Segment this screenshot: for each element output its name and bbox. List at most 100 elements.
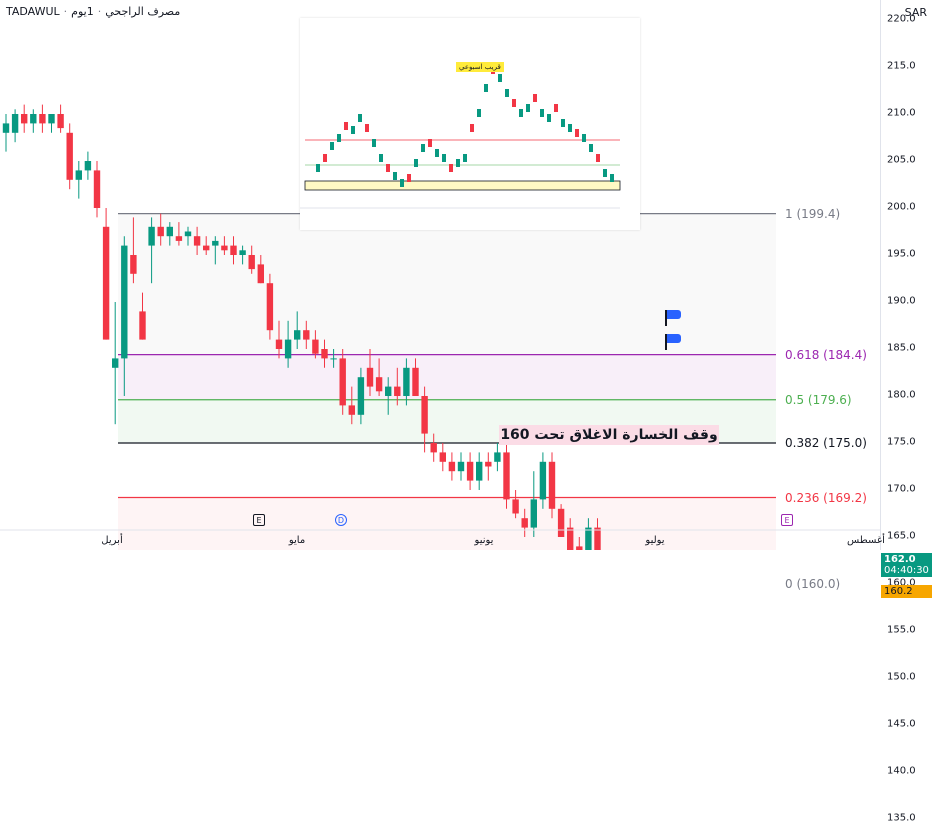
inset-candle xyxy=(470,124,474,132)
candle-body xyxy=(157,226,164,237)
y-tick-label: 190.0 xyxy=(887,295,916,307)
candle-body xyxy=(521,518,528,528)
candle-body xyxy=(39,114,46,124)
candle-body xyxy=(557,508,565,537)
earnings-icon[interactable]: E xyxy=(253,514,265,526)
inset-candle xyxy=(351,126,355,134)
candle-body xyxy=(2,123,10,133)
stop-loss-note: وقف الخسارة الاغلاق تحت 160 xyxy=(499,425,719,445)
y-tick-label: 185.0 xyxy=(887,342,916,354)
inset-candle xyxy=(610,174,614,182)
candle-body xyxy=(430,443,437,453)
currency-label: SAR xyxy=(904,6,927,19)
y-tick-label: 140.0 xyxy=(887,765,916,777)
candle-body xyxy=(567,527,574,550)
price-axis[interactable]: SAR 235.0230.0225.0220.0215.0210.0205.02… xyxy=(880,0,932,824)
candle-body xyxy=(84,161,92,171)
fib-zone xyxy=(118,443,776,498)
inset-candle xyxy=(568,124,572,132)
candle-body xyxy=(348,405,355,415)
candle-body xyxy=(476,461,483,481)
inset-candle xyxy=(316,164,320,172)
candle-body xyxy=(330,358,337,360)
candle-body xyxy=(75,170,82,180)
current-price-badge: 162.0 04:40:30 xyxy=(881,553,932,578)
flag-icon xyxy=(665,334,667,350)
inset-candle xyxy=(414,159,418,167)
inset-candle xyxy=(435,149,439,157)
y-tick-label: 210.0 xyxy=(887,107,916,119)
candle-body xyxy=(421,396,428,434)
candle-body xyxy=(284,339,292,359)
candle-body xyxy=(48,114,55,124)
inset-candle xyxy=(330,142,334,150)
earnings-icon[interactable]: E xyxy=(781,514,793,526)
fib-zone xyxy=(118,354,776,400)
stop-price-badge: 160.2 xyxy=(881,585,932,599)
fib-zone xyxy=(118,213,776,355)
symbol-label[interactable]: مصرف الراجحي xyxy=(105,5,181,18)
y-tick-label: 135.0 xyxy=(887,812,916,824)
y-tick-label: 200.0 xyxy=(887,201,916,213)
inset-candle xyxy=(484,84,488,92)
inset-candle xyxy=(603,169,607,177)
fib-level-label: 1 (199.4) xyxy=(785,206,841,221)
y-tick-label: 195.0 xyxy=(887,248,916,260)
candle-body xyxy=(321,349,328,359)
price-chart[interactable] xyxy=(0,0,880,550)
candle-body xyxy=(239,250,246,255)
y-tick-label: 145.0 xyxy=(887,718,916,730)
candle-body xyxy=(257,264,264,284)
inset-candle xyxy=(372,139,376,147)
inset-candle xyxy=(477,109,481,117)
inset-candle xyxy=(582,134,586,142)
candle-body xyxy=(494,452,501,462)
candle-body xyxy=(275,339,283,349)
y-tick-label: 170.0 xyxy=(887,483,916,495)
candle-body xyxy=(148,226,155,246)
y-tick-label: 155.0 xyxy=(887,624,916,636)
inset-candle xyxy=(386,164,390,172)
candle-body xyxy=(121,245,128,359)
fib-level-label: 0.236 (169.2) xyxy=(785,490,867,505)
dividend-icon[interactable]: D xyxy=(335,514,347,526)
y-tick-label: 150.0 xyxy=(887,671,916,683)
flag-icon xyxy=(667,310,681,319)
candle-body xyxy=(412,367,419,396)
candle-body xyxy=(503,452,510,500)
inset-candle xyxy=(428,139,432,147)
inset-candle xyxy=(547,114,551,122)
inset-candle xyxy=(463,154,467,162)
inset-candle xyxy=(519,109,523,117)
interval-label[interactable]: 1يوم xyxy=(71,5,94,18)
fib-level-label: 0.618 (184.4) xyxy=(785,347,867,362)
bar-countdown: 04:40:30 xyxy=(884,565,929,577)
candle-body xyxy=(357,377,365,415)
fib-level-label: 0.5 (179.6) xyxy=(785,392,852,407)
chart-header: TADAWUL · مصرف الراجحي·1يوم xyxy=(6,5,181,18)
candle-body xyxy=(30,114,37,124)
candle-body xyxy=(403,367,410,396)
inset-candle xyxy=(526,104,530,112)
candle-body xyxy=(166,226,173,237)
candle-body xyxy=(539,461,547,500)
inset-candle xyxy=(456,159,460,167)
inset-candle xyxy=(379,154,383,162)
inset-candle xyxy=(575,129,579,137)
candle-body xyxy=(576,546,583,550)
exchange-label: TADAWUL xyxy=(6,5,60,18)
y-tick-label: 205.0 xyxy=(887,154,916,166)
inset-candle xyxy=(561,119,565,127)
inset-label: قريب اسبوعي xyxy=(456,62,504,72)
inset-candle xyxy=(554,104,558,112)
candle-body xyxy=(21,114,28,124)
inset-support-zone xyxy=(304,180,621,191)
candle-body xyxy=(248,255,255,270)
inset-candle xyxy=(498,74,502,82)
inset-candle xyxy=(589,144,593,152)
flag-icon xyxy=(665,310,667,326)
candle-body xyxy=(212,240,219,246)
candle-body xyxy=(175,236,183,241)
candle-body xyxy=(130,255,137,274)
candle-body xyxy=(112,358,119,368)
